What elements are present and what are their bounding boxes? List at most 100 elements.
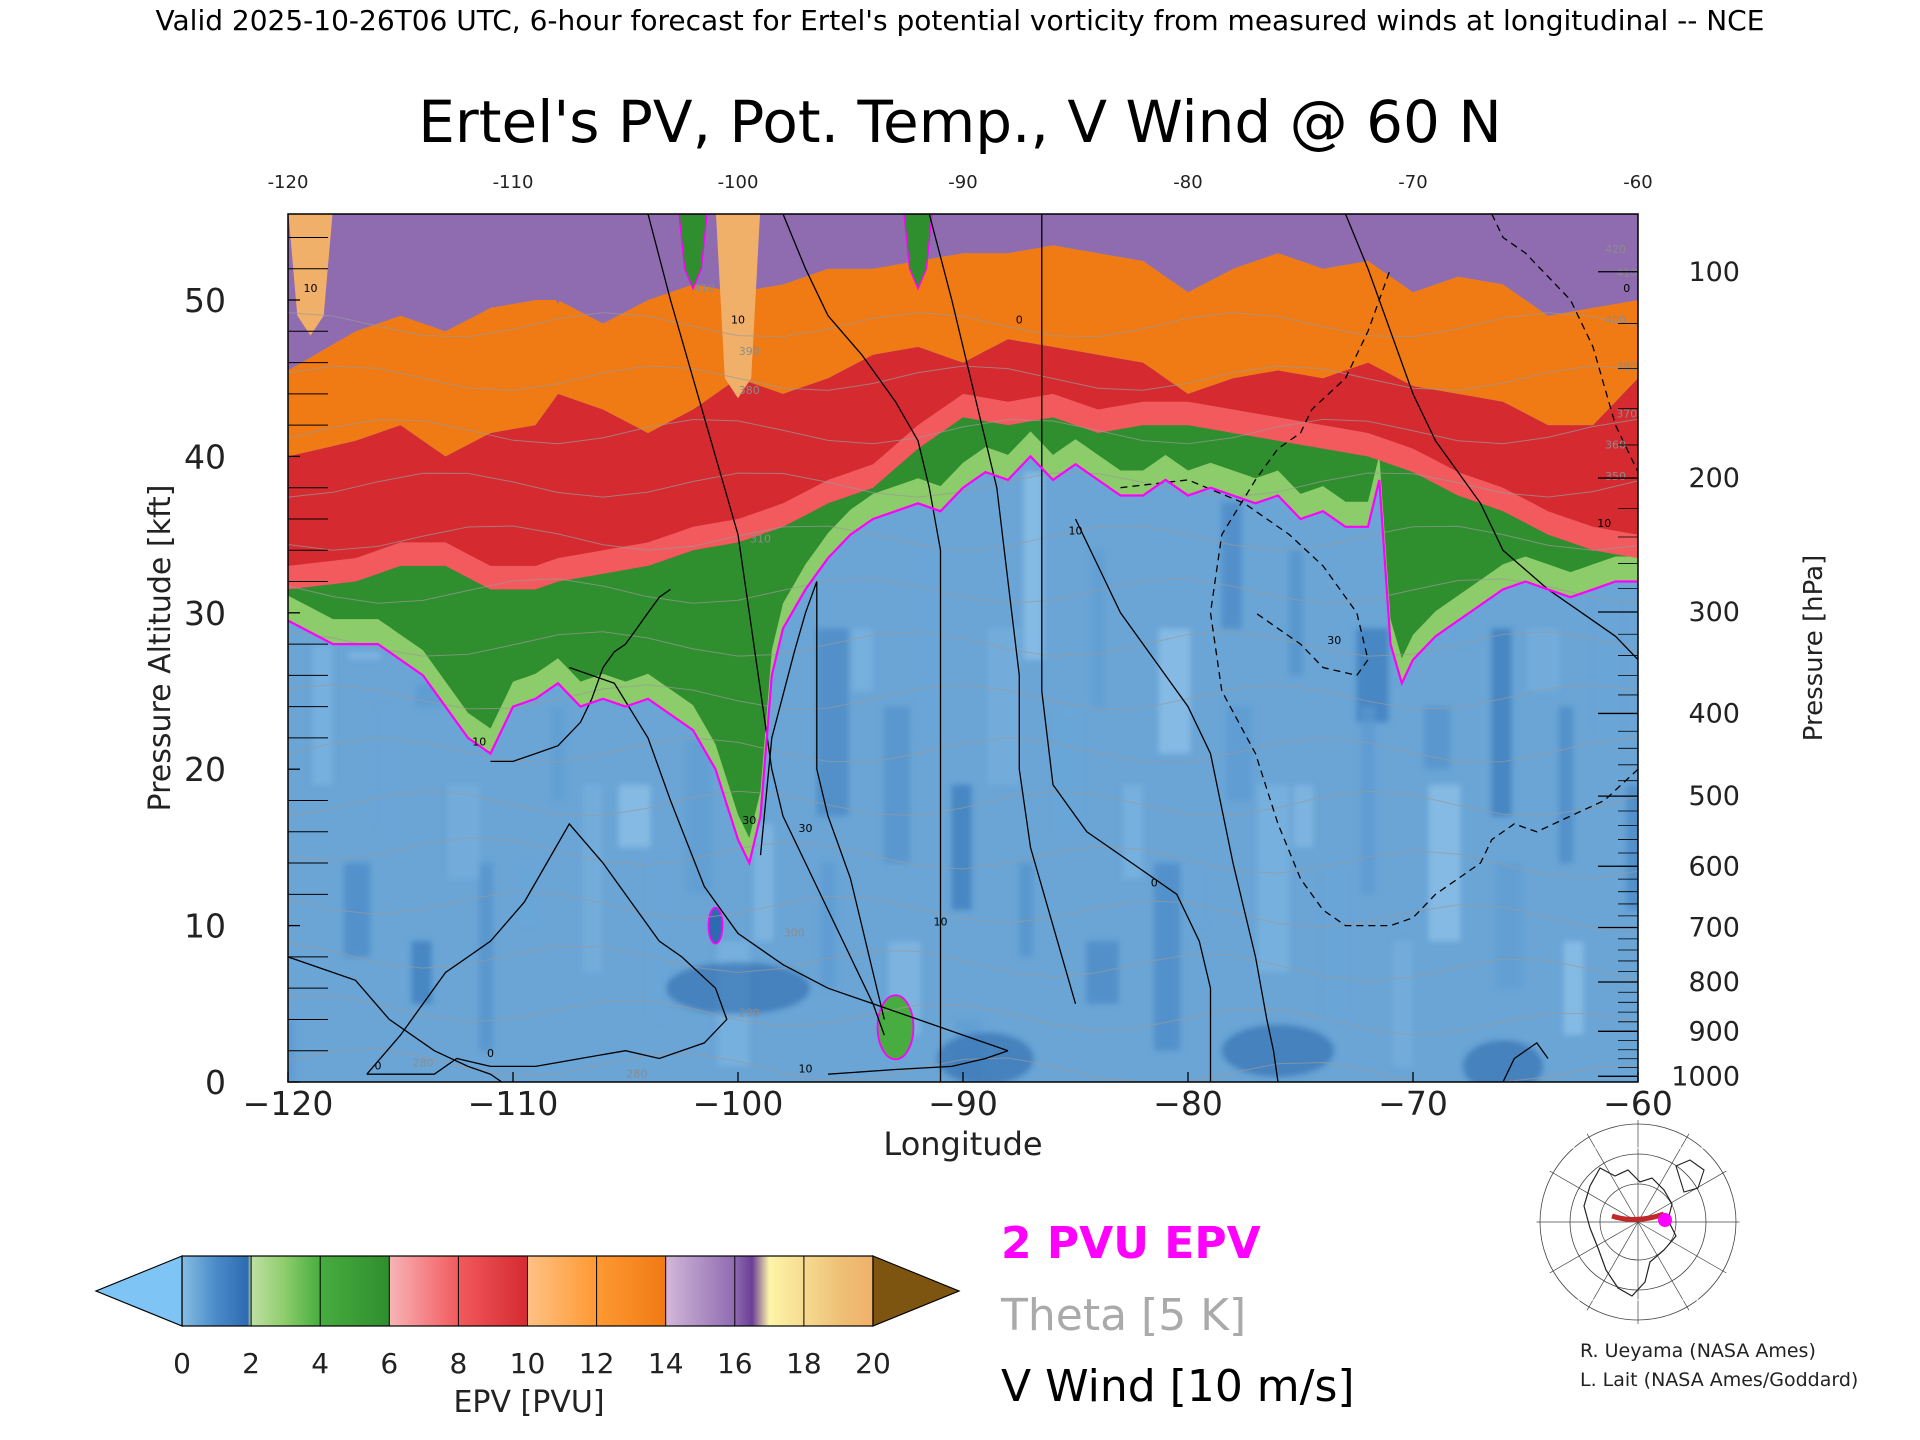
tropo-patch <box>987 628 1020 785</box>
x-tick-label: −70 <box>1378 1084 1448 1123</box>
y-axis-left: 0 10 20 30 40 50 <box>184 236 328 1102</box>
wind-contour-30 <box>1120 479 1369 677</box>
credit-line-2: L. Lait (NASA Ames/Goddard) <box>1580 1369 1858 1391</box>
pv-band-pink <box>288 393 1638 590</box>
x-tick-label: −110 <box>468 1084 559 1123</box>
x-top-tick-label: -100 <box>718 172 759 193</box>
tropo-core <box>937 1032 1034 1082</box>
pv-spike <box>716 214 760 399</box>
wind-contour-30 <box>759 581 885 1020</box>
pv-band-green <box>288 417 1638 863</box>
inset-map-frame <box>1535 1147 1741 1301</box>
wind-contour-10 <box>928 214 1077 1004</box>
p-tick-label: 600 <box>1688 851 1740 882</box>
colorbar-tick-label: 2 <box>242 1347 260 1380</box>
y-tick-label: 20 <box>184 750 226 789</box>
tropo-patch <box>348 651 381 660</box>
x-top-tick-label: -90 <box>948 172 977 193</box>
tropo-patch <box>1460 622 1474 645</box>
contour-label: 10 <box>731 313 745 326</box>
colorbar-tick-label: 6 <box>380 1347 398 1380</box>
tropo-patch <box>1424 706 1450 770</box>
tropo-patch <box>1122 784 1143 879</box>
wind-contour-10 <box>1491 214 1638 473</box>
tropo-patch <box>1257 784 1290 973</box>
pv-band-red <box>288 339 1638 590</box>
p-tick-label: 1000 <box>1671 1061 1740 1092</box>
y-axis-label: Pressure Altitude [kft] <box>143 485 178 812</box>
theta-contour <box>288 472 1638 498</box>
wind-contour-0 <box>569 666 1009 1052</box>
y-tick-label: 30 <box>184 594 226 633</box>
tropo-patch <box>1563 941 1584 1036</box>
tropo-patch <box>1289 550 1303 676</box>
wind-contour-0 <box>1502 1042 1549 1082</box>
p-tick-label: 200 <box>1688 463 1740 494</box>
x-axis-top: -120 -110 -100 -90 -80 -70 -60 <box>268 172 1653 193</box>
tropo-patch <box>447 784 480 879</box>
theta-contour <box>288 891 1638 933</box>
colorbar-tick-label: 12 <box>579 1347 615 1380</box>
pv-band-purple <box>288 214 1638 371</box>
tropo-patch <box>312 644 333 785</box>
x-tick-label: −120 <box>243 1084 334 1123</box>
pv-spike <box>288 214 333 336</box>
contour-label: 30 <box>799 822 813 835</box>
tropo-patch <box>411 941 432 1004</box>
p-tick-label: 300 <box>1688 597 1740 628</box>
tropo-patch <box>1158 628 1191 754</box>
wind-contour-10 <box>366 822 728 1075</box>
contour-label: 0 <box>1623 282 1630 295</box>
contour-label: 10 <box>472 736 486 749</box>
x-top-tick-label: -110 <box>493 172 534 193</box>
y-tick-label: 50 <box>184 281 226 320</box>
x-tick-label: −100 <box>693 1084 784 1123</box>
contour-label: 10 <box>304 282 318 295</box>
wind-contour-0 <box>1209 268 1638 927</box>
x-axis-label: Longitude <box>883 1125 1042 1163</box>
contour-label: 380 <box>739 384 760 397</box>
y-tick-label: 0 <box>205 1063 226 1102</box>
pv-bands <box>288 214 1638 863</box>
tropo-patch <box>1527 628 1560 692</box>
pv-spike <box>678 214 708 291</box>
contour-label: 390 <box>739 345 760 358</box>
colorbar-tick-label: 8 <box>449 1347 467 1380</box>
tropo-patch <box>1023 472 1044 660</box>
colorbar-label: EPV [PVU] <box>453 1385 604 1420</box>
theta-contour <box>288 418 1638 445</box>
tropo-patch <box>785 620 811 645</box>
contour-label: 10 <box>1069 525 1083 538</box>
inset-coastline <box>1583 1167 1677 1297</box>
p-tick-label: 100 <box>1688 257 1740 288</box>
pv-spike <box>544 214 572 305</box>
legend: 2 PVU EPV Theta [5 K] V Wind [10 m/s] <box>1000 1218 1355 1412</box>
pv-lowlevel-patch <box>876 994 915 1061</box>
tropo-patch <box>1086 941 1119 1004</box>
contour-label: 400 <box>1605 313 1626 326</box>
tropo-patch <box>344 863 370 957</box>
contour-label: 0 <box>1151 877 1158 890</box>
theta-contour <box>288 525 1638 551</box>
tropo-core <box>1222 1024 1334 1077</box>
tropo-patch <box>753 823 774 942</box>
theta-contour <box>288 312 1638 338</box>
tropo-patch <box>1626 784 1638 910</box>
contour-label: 370 <box>1616 407 1637 420</box>
tropo-patch <box>884 706 910 864</box>
contour-label: 360 <box>1605 439 1626 452</box>
contour-label: 290 <box>739 1006 760 1019</box>
colorbar-tick-label: 20 <box>855 1347 891 1380</box>
valid-header: Valid 2025-10-26T06 UTC, 6-hour forecast… <box>156 4 1765 37</box>
pv-2pvu-line <box>288 454 1638 867</box>
contour-label: 410 <box>694 282 715 295</box>
wind-contour-20 <box>647 214 885 1036</box>
p-tick-label: 500 <box>1688 781 1740 812</box>
contour-label: 10 <box>1597 517 1611 530</box>
theta-contour <box>288 995 1638 1036</box>
colorbar-tick-label: 0 <box>173 1347 191 1380</box>
theta-contour <box>288 631 1638 657</box>
p-tick-label: 700 <box>1688 913 1740 944</box>
